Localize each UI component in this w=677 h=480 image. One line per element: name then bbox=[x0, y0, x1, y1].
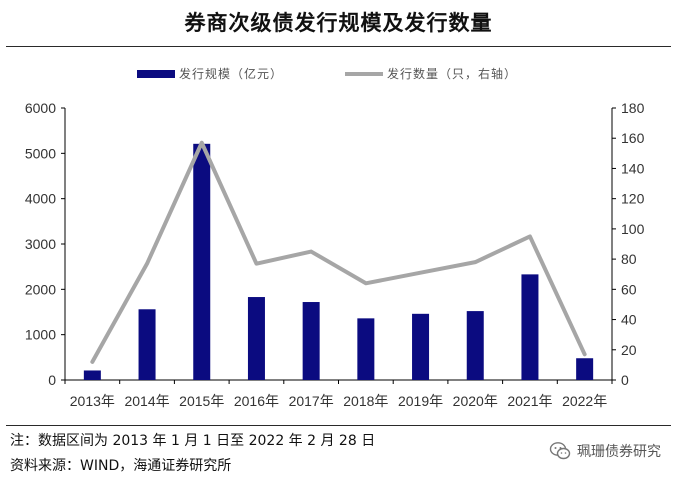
source-note: 资料来源：WIND，海通证券研究所 bbox=[10, 458, 232, 474]
bar bbox=[412, 313, 430, 380]
bar bbox=[138, 309, 156, 380]
count-line bbox=[90, 140, 587, 364]
chart-title: 券商次级债发行规模及发行数量 bbox=[184, 10, 493, 35]
bar bbox=[466, 311, 484, 380]
bar bbox=[302, 302, 320, 380]
legend-line-label: 发行数量（只，右轴） bbox=[387, 66, 517, 81]
legend: 发行规模（亿元） 发行数量（只，右轴） bbox=[137, 66, 517, 81]
bar bbox=[521, 274, 539, 380]
x-tick-label: 2020年 bbox=[453, 393, 498, 409]
y-left-tick-label: 2000 bbox=[25, 281, 56, 297]
y-right-tick-label: 60 bbox=[621, 281, 637, 297]
x-tick-label: 2016年 bbox=[234, 393, 279, 409]
x-tick-label: 2019年 bbox=[398, 393, 443, 409]
y-left-tick-label: 1000 bbox=[25, 327, 56, 343]
x-tick-label: 2021年 bbox=[507, 393, 552, 409]
y-right-tick-label: 120 bbox=[621, 191, 645, 207]
legend-bar-swatch bbox=[137, 70, 175, 78]
x-tick-label: 2017年 bbox=[289, 393, 334, 409]
data-range-note: 注：数据区间为 2013 年 1 月 1 日至 2022 年 2 月 28 日 bbox=[10, 433, 376, 449]
y-left-tick-label: 6000 bbox=[25, 100, 56, 116]
y-left-tick-label: 5000 bbox=[25, 145, 56, 161]
legend-bar-label: 发行规模（亿元） bbox=[179, 66, 283, 81]
watermark-text: 珮珊债券研究 bbox=[577, 444, 661, 460]
x-tick-label: 2015年 bbox=[179, 393, 224, 409]
x-tick-label: 2014年 bbox=[124, 393, 169, 409]
bar bbox=[83, 370, 101, 380]
bar bbox=[193, 143, 211, 380]
bar bbox=[576, 358, 594, 380]
wechat-icon bbox=[549, 442, 571, 460]
y-right-tick-label: 100 bbox=[621, 221, 645, 237]
y-right-tick-label: 180 bbox=[621, 100, 645, 116]
y-right-tick-label: 20 bbox=[621, 342, 637, 358]
footer-divider bbox=[6, 425, 671, 426]
y-right-tick-label: 140 bbox=[621, 160, 645, 176]
tick-labels: 0 1000 2000 3000 4000 5000 6000 0 20 40 60 80 100 120… bbox=[25, 100, 645, 409]
y-right-tick-label: 160 bbox=[621, 130, 645, 146]
axes bbox=[61, 107, 616, 384]
line-series bbox=[90, 140, 587, 364]
title-divider bbox=[6, 46, 671, 47]
x-tick-label: 2018年 bbox=[343, 393, 388, 409]
y-right-tick-label: 0 bbox=[621, 372, 629, 388]
y-right-tick-label: 40 bbox=[621, 312, 637, 328]
bar-series bbox=[83, 143, 594, 380]
y-left-tick-label: 0 bbox=[48, 372, 56, 388]
x-tick-label: 2022年 bbox=[562, 393, 607, 409]
combo-chart: 发行规模（亿元） 发行数量（只，右轴） 01000200030004000500… bbox=[25, 66, 645, 409]
bar bbox=[357, 318, 375, 380]
y-left-tick-label: 3000 bbox=[25, 236, 56, 252]
y-right-tick-label: 80 bbox=[621, 251, 637, 267]
y-left-tick-label: 4000 bbox=[25, 191, 56, 207]
x-tick-label: 2013年 bbox=[70, 393, 115, 409]
bar bbox=[247, 297, 265, 380]
watermark: 珮珊债券研究 bbox=[549, 440, 661, 462]
